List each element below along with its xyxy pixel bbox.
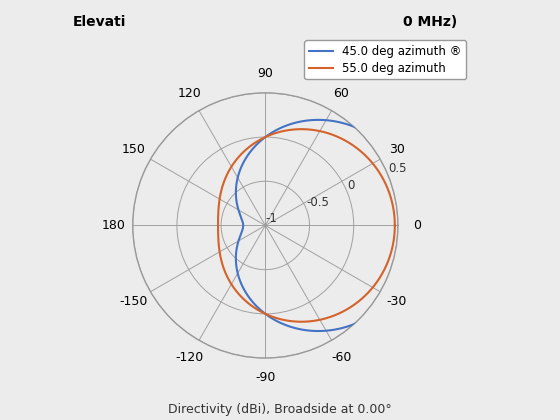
Text: Elevati: Elevati xyxy=(73,16,126,29)
Text: Directivity (dBi), Broadside at 0.00°: Directivity (dBi), Broadside at 0.00° xyxy=(168,403,392,416)
Legend: 45.0 deg azimuth ®, 55.0 deg azimuth: 45.0 deg azimuth ®, 55.0 deg azimuth xyxy=(305,40,466,79)
Text: 0 MHz): 0 MHz) xyxy=(403,16,458,29)
